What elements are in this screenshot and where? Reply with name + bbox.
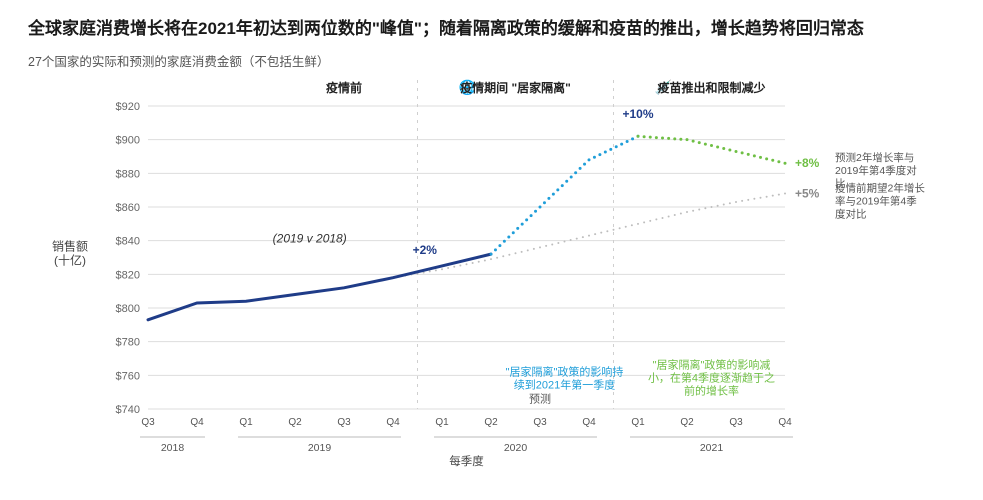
svg-text:+8%: +8% bbox=[795, 156, 820, 170]
svg-text:2019年第4季度对: 2019年第4季度对 bbox=[835, 164, 917, 177]
svg-text:疫情前: 疫情前 bbox=[326, 80, 362, 95]
svg-text:$760: $760 bbox=[116, 370, 140, 382]
page-title: 全球家庭消费增长将在2021年初达到两位数的"峰值"；随着隔离政策的缓解和疫苗的… bbox=[28, 18, 955, 41]
svg-text:2018: 2018 bbox=[161, 442, 185, 454]
svg-text:Q3: Q3 bbox=[729, 417, 743, 428]
svg-text:Q4: Q4 bbox=[386, 417, 400, 428]
svg-text:疫情前期望2年增长: 疫情前期望2年增长 bbox=[835, 181, 925, 194]
svg-text:+5%: +5% bbox=[795, 186, 820, 200]
svg-text:Q3: Q3 bbox=[533, 417, 547, 428]
svg-text:"居家隔离"政策的影响减: "居家隔离"政策的影响减 bbox=[653, 358, 771, 372]
svg-text:Q2: Q2 bbox=[484, 417, 498, 428]
svg-text:小，在第4季度逐渐趋于之: 小，在第4季度逐渐趋于之 bbox=[648, 371, 775, 385]
svg-text:度对比: 度对比 bbox=[835, 207, 867, 220]
svg-text:疫情期间 "居家隔离": 疫情期间 "居家隔离" bbox=[460, 80, 571, 95]
svg-text:2020: 2020 bbox=[504, 442, 528, 454]
svg-text:Q3: Q3 bbox=[141, 417, 155, 428]
svg-text:销售额: 销售额 bbox=[52, 238, 88, 253]
svg-text:2021: 2021 bbox=[700, 442, 724, 454]
chart-container: $740 $760 $780 $800 $820 $840 $860 $880 $900 $920… bbox=[28, 76, 955, 471]
svg-text:(2019 v 2018): (2019 v 2018) bbox=[273, 231, 347, 245]
svg-text:$880: $880 bbox=[116, 168, 140, 180]
svg-text:$920: $920 bbox=[116, 101, 140, 113]
svg-text:预测2年增长率与: 预测2年增长率与 bbox=[835, 151, 914, 164]
svg-text:Q2: Q2 bbox=[680, 417, 694, 428]
svg-text:预测: 预测 bbox=[529, 392, 551, 405]
sales-line-chart: $740 $760 $780 $800 $820 $840 $860 $880 $900 $920… bbox=[28, 76, 955, 471]
svg-text:$900: $900 bbox=[116, 135, 140, 147]
svg-text:Q2: Q2 bbox=[288, 417, 302, 428]
slide: 全球家庭消费增长将在2021年初达到两位数的"峰值"；随着隔离政策的缓解和疫苗的… bbox=[0, 0, 983, 500]
svg-text:Q4: Q4 bbox=[582, 417, 596, 428]
svg-text:2019: 2019 bbox=[308, 442, 332, 454]
svg-text:$740: $740 bbox=[116, 404, 140, 416]
svg-text:Q4: Q4 bbox=[778, 417, 792, 428]
svg-text:$840: $840 bbox=[116, 236, 140, 248]
svg-text:Q1: Q1 bbox=[631, 417, 645, 428]
svg-text:$820: $820 bbox=[116, 269, 140, 281]
svg-text:Q1: Q1 bbox=[239, 417, 253, 428]
svg-text:疫苗推出和限制减少: 疫苗推出和限制减少 bbox=[657, 80, 765, 95]
svg-text:Q1: Q1 bbox=[435, 417, 449, 428]
page-subtitle: 27个国家的实际和预测的家庭消费金额（不包括生鲜） bbox=[28, 51, 955, 70]
svg-text:+10%: +10% bbox=[622, 107, 653, 121]
svg-text:Q4: Q4 bbox=[190, 417, 204, 428]
svg-text:$860: $860 bbox=[116, 202, 140, 214]
svg-text:前的增长率: 前的增长率 bbox=[684, 384, 739, 398]
svg-text:(十亿): (十亿) bbox=[54, 252, 86, 267]
svg-text:每季度: 每季度 bbox=[449, 454, 484, 468]
svg-text:率与2019年第4季: 率与2019年第4季 bbox=[835, 194, 917, 207]
svg-text:Q3: Q3 bbox=[337, 417, 351, 428]
svg-text:+2%: +2% bbox=[413, 243, 438, 257]
svg-text:$800: $800 bbox=[116, 303, 140, 315]
svg-text:"居家隔离"政策的影响持: "居家隔离"政策的影响持 bbox=[506, 364, 624, 378]
svg-text:$780: $780 bbox=[116, 337, 140, 349]
svg-text:续到2021年第一季度: 续到2021年第一季度 bbox=[514, 377, 615, 391]
